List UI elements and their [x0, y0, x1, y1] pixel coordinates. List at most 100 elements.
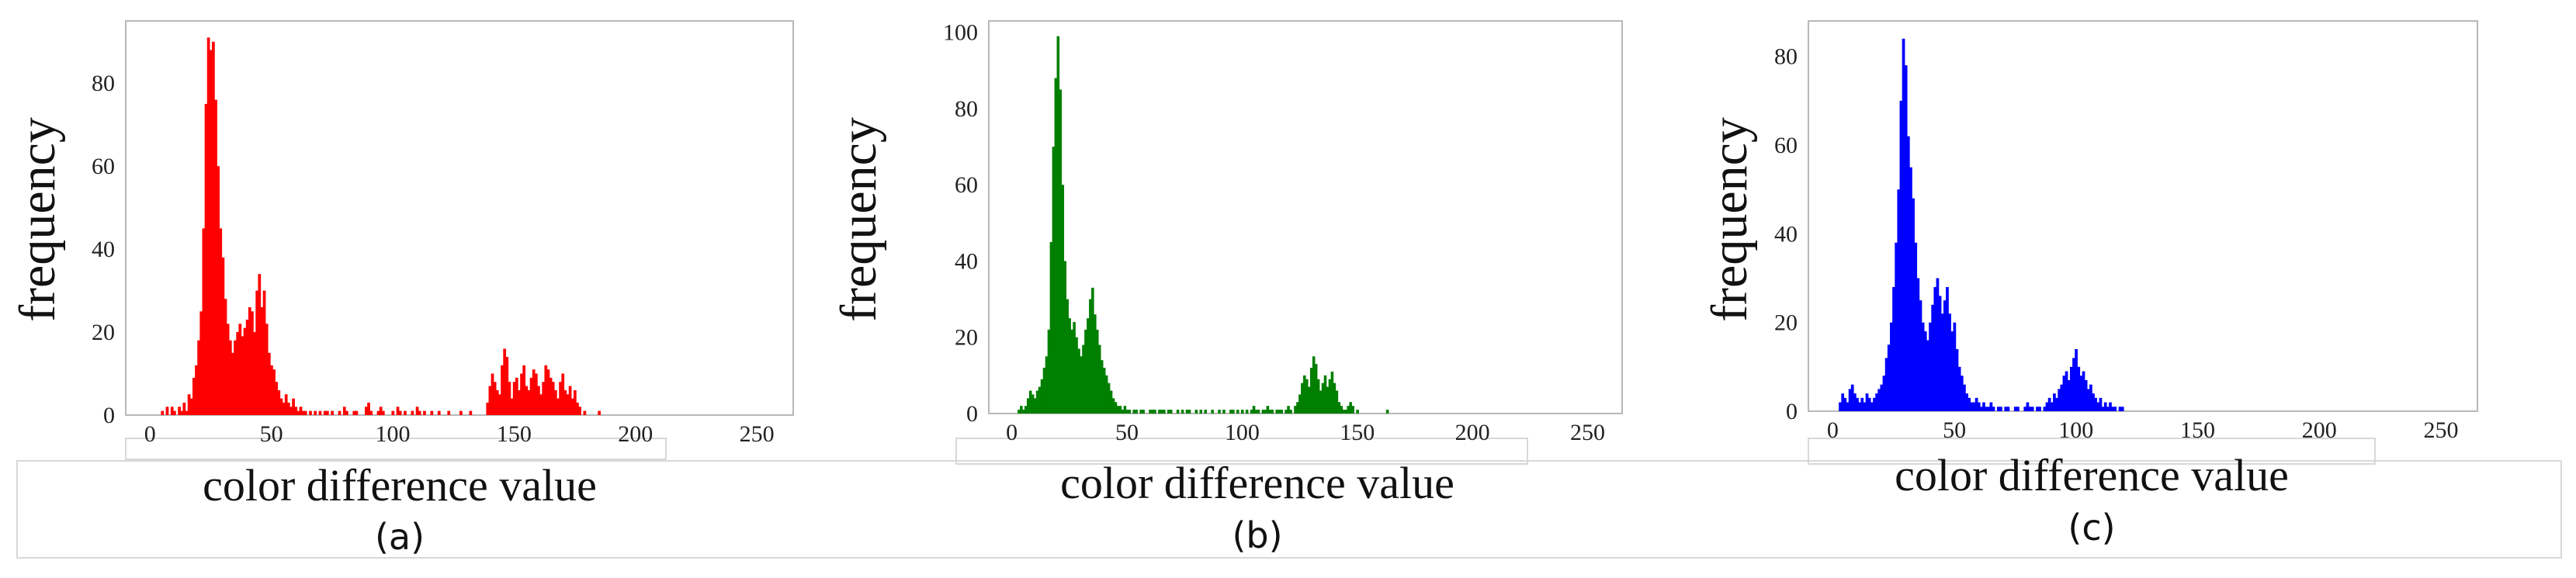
bar — [2026, 402, 2030, 411]
bar — [518, 389, 521, 415]
bar — [1128, 410, 1132, 414]
bar — [1123, 406, 1127, 414]
bar — [1906, 136, 1910, 412]
bar — [1280, 410, 1283, 414]
bar — [1052, 147, 1056, 414]
bar — [369, 410, 373, 415]
bar — [1303, 375, 1306, 414]
bar — [1999, 407, 2002, 411]
bar — [2058, 389, 2061, 411]
y-tick-label: 40 — [1774, 221, 1798, 247]
tick-area-frame — [125, 438, 667, 460]
bar — [253, 332, 256, 415]
x-tick-label: 200 — [618, 421, 653, 447]
x-tick-label: 0 — [1827, 417, 1839, 443]
bar — [342, 407, 346, 415]
bar — [1321, 382, 1325, 414]
bar — [2082, 371, 2085, 411]
bar — [1163, 410, 1166, 414]
panel-c: 0 20 40 60 80 0 50 100 150 200 250 frequency color d… — [1701, 20, 2478, 549]
bar — [1960, 376, 1964, 411]
bar — [1056, 36, 1060, 414]
bar — [532, 369, 536, 415]
bar — [529, 377, 533, 415]
bar — [2004, 407, 2008, 411]
bar — [503, 348, 507, 415]
bar — [404, 410, 407, 415]
bar — [234, 340, 237, 415]
bar — [187, 394, 191, 415]
x-tick-label: 200 — [1455, 420, 1490, 445]
bar — [1094, 314, 1097, 414]
bar — [1344, 410, 1348, 414]
bar — [525, 386, 529, 415]
bar — [1337, 402, 1341, 414]
bar — [1916, 278, 1920, 411]
bar — [1160, 410, 1163, 414]
bar — [1107, 382, 1111, 414]
bar — [309, 410, 312, 415]
bar — [576, 402, 579, 415]
bar — [1839, 402, 1842, 411]
bar — [1118, 406, 1122, 414]
bar — [2055, 397, 2058, 411]
bar — [1097, 344, 1101, 414]
bar — [1865, 393, 1869, 411]
y-tick-label: 80 — [92, 71, 115, 96]
bar — [1351, 406, 1354, 414]
bar — [469, 410, 473, 415]
bar — [238, 324, 242, 415]
bar — [1987, 407, 1991, 411]
bar — [1919, 300, 1922, 411]
bar — [189, 398, 193, 415]
bar — [1084, 329, 1087, 414]
bar — [178, 407, 181, 415]
bar — [1121, 410, 1125, 414]
y-axis-label: frequency — [830, 117, 887, 322]
x-tick-label: 50 — [1943, 417, 1966, 443]
bar — [1921, 322, 1925, 411]
bar — [226, 324, 230, 415]
bar — [1895, 242, 1898, 411]
x-tick-label: 100 — [2058, 417, 2093, 443]
bar — [199, 311, 203, 415]
bar — [1266, 406, 1270, 414]
bar — [1309, 368, 1313, 414]
y-tick-label: 80 — [955, 96, 978, 122]
y-tick-label: 40 — [955, 248, 978, 274]
bar — [2023, 407, 2027, 411]
bar — [367, 402, 370, 415]
bar — [551, 382, 555, 415]
bar — [1312, 356, 1316, 414]
x-tick-label: 150 — [497, 421, 532, 447]
panel-label: (b) — [1232, 514, 1282, 556]
bar — [2079, 376, 2083, 411]
bar — [1328, 379, 1332, 414]
bar — [262, 290, 266, 415]
bar — [495, 389, 499, 415]
bar — [1863, 402, 1867, 411]
bars — [161, 37, 601, 416]
bar — [303, 410, 307, 415]
bar — [2077, 366, 2081, 411]
bar — [1848, 389, 1852, 411]
y-axis-label: frequency — [1701, 117, 1758, 322]
bar — [236, 332, 240, 415]
y-tick-label: 60 — [1774, 133, 1798, 158]
bar — [185, 410, 189, 415]
bar — [1040, 379, 1044, 414]
bar — [1026, 398, 1030, 414]
bar — [1846, 402, 1850, 411]
bar — [396, 407, 400, 415]
bar — [379, 407, 383, 415]
bar — [1111, 398, 1115, 414]
bar — [1095, 329, 1099, 414]
bar — [1974, 397, 1978, 411]
bar — [1912, 198, 1915, 411]
bar — [1271, 410, 1274, 414]
bar — [2013, 407, 2017, 411]
x-tick-label: 150 — [2180, 417, 2215, 443]
bar — [1326, 386, 1330, 414]
bar — [1884, 358, 1888, 411]
